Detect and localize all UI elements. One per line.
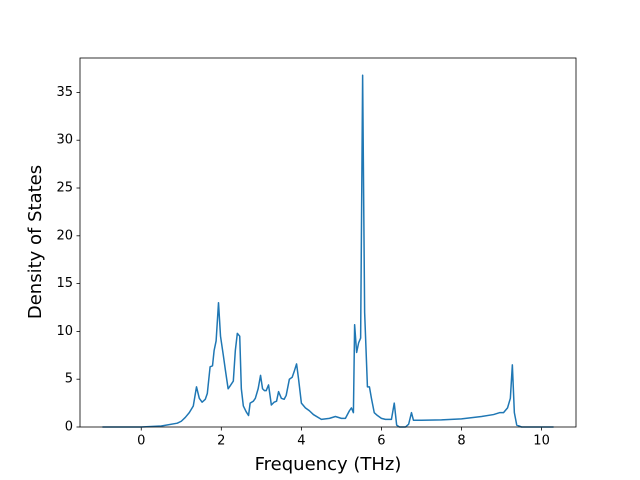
y-tick-label: 10 <box>56 324 73 339</box>
y-axis-label: Density of States <box>25 165 46 319</box>
x-axis-label: Frequency (THz) <box>255 454 402 475</box>
x-tick-label: 0 <box>137 434 145 449</box>
y-tick-label: 0 <box>65 420 73 435</box>
y-tick-label: 30 <box>56 133 73 148</box>
y-tick-label: 35 <box>56 85 73 100</box>
y-tick-label: 25 <box>56 181 73 196</box>
x-tick-label: 6 <box>377 434 385 449</box>
x-tick-label: 8 <box>457 434 465 449</box>
y-tick-label: 5 <box>65 372 73 387</box>
x-tick-label: 2 <box>217 434 225 449</box>
line <box>102 74 554 428</box>
y-tick-label: 15 <box>56 276 73 291</box>
x-tick-label: 10 <box>533 434 550 449</box>
y-tick-label: 20 <box>56 228 73 243</box>
plot-frame <box>79 57 577 428</box>
x-tick-label: 4 <box>297 434 305 449</box>
